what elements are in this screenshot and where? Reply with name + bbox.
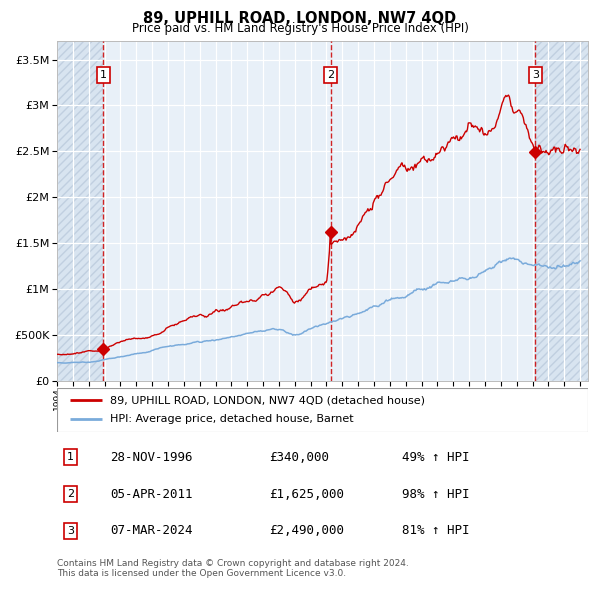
Text: 3: 3 (67, 526, 74, 536)
Text: £2,490,000: £2,490,000 (269, 525, 344, 537)
Text: £340,000: £340,000 (269, 451, 329, 464)
Text: HPI: Average price, detached house, Barnet: HPI: Average price, detached house, Barn… (110, 415, 354, 424)
Text: 49% ↑ HPI: 49% ↑ HPI (402, 451, 470, 464)
Text: £1,625,000: £1,625,000 (269, 487, 344, 501)
Text: 07-MAR-2024: 07-MAR-2024 (110, 525, 193, 537)
Text: 3: 3 (532, 70, 539, 80)
Text: 28-NOV-1996: 28-NOV-1996 (110, 451, 193, 464)
Text: This data is licensed under the Open Government Licence v3.0.: This data is licensed under the Open Gov… (57, 569, 346, 578)
Bar (57, 41, 103, 381)
Text: 2: 2 (67, 489, 74, 499)
Text: 2: 2 (327, 70, 334, 80)
Text: 89, UPHILL ROAD, LONDON, NW7 4QD (detached house): 89, UPHILL ROAD, LONDON, NW7 4QD (detach… (110, 395, 425, 405)
Text: 1: 1 (100, 70, 107, 80)
Text: 81% ↑ HPI: 81% ↑ HPI (402, 525, 470, 537)
Bar (103, 41, 331, 381)
Text: 89, UPHILL ROAD, LONDON, NW7 4QD: 89, UPHILL ROAD, LONDON, NW7 4QD (143, 11, 457, 25)
Bar (535, 41, 588, 381)
Text: 05-APR-2011: 05-APR-2011 (110, 487, 193, 501)
Text: 1: 1 (67, 453, 74, 463)
FancyBboxPatch shape (57, 388, 588, 432)
Bar (57, 41, 103, 381)
Text: 98% ↑ HPI: 98% ↑ HPI (402, 487, 470, 501)
Text: Contains HM Land Registry data © Crown copyright and database right 2024.: Contains HM Land Registry data © Crown c… (57, 559, 409, 568)
Bar (331, 41, 535, 381)
Text: Price paid vs. HM Land Registry's House Price Index (HPI): Price paid vs. HM Land Registry's House … (131, 22, 469, 35)
Bar (535, 41, 588, 381)
